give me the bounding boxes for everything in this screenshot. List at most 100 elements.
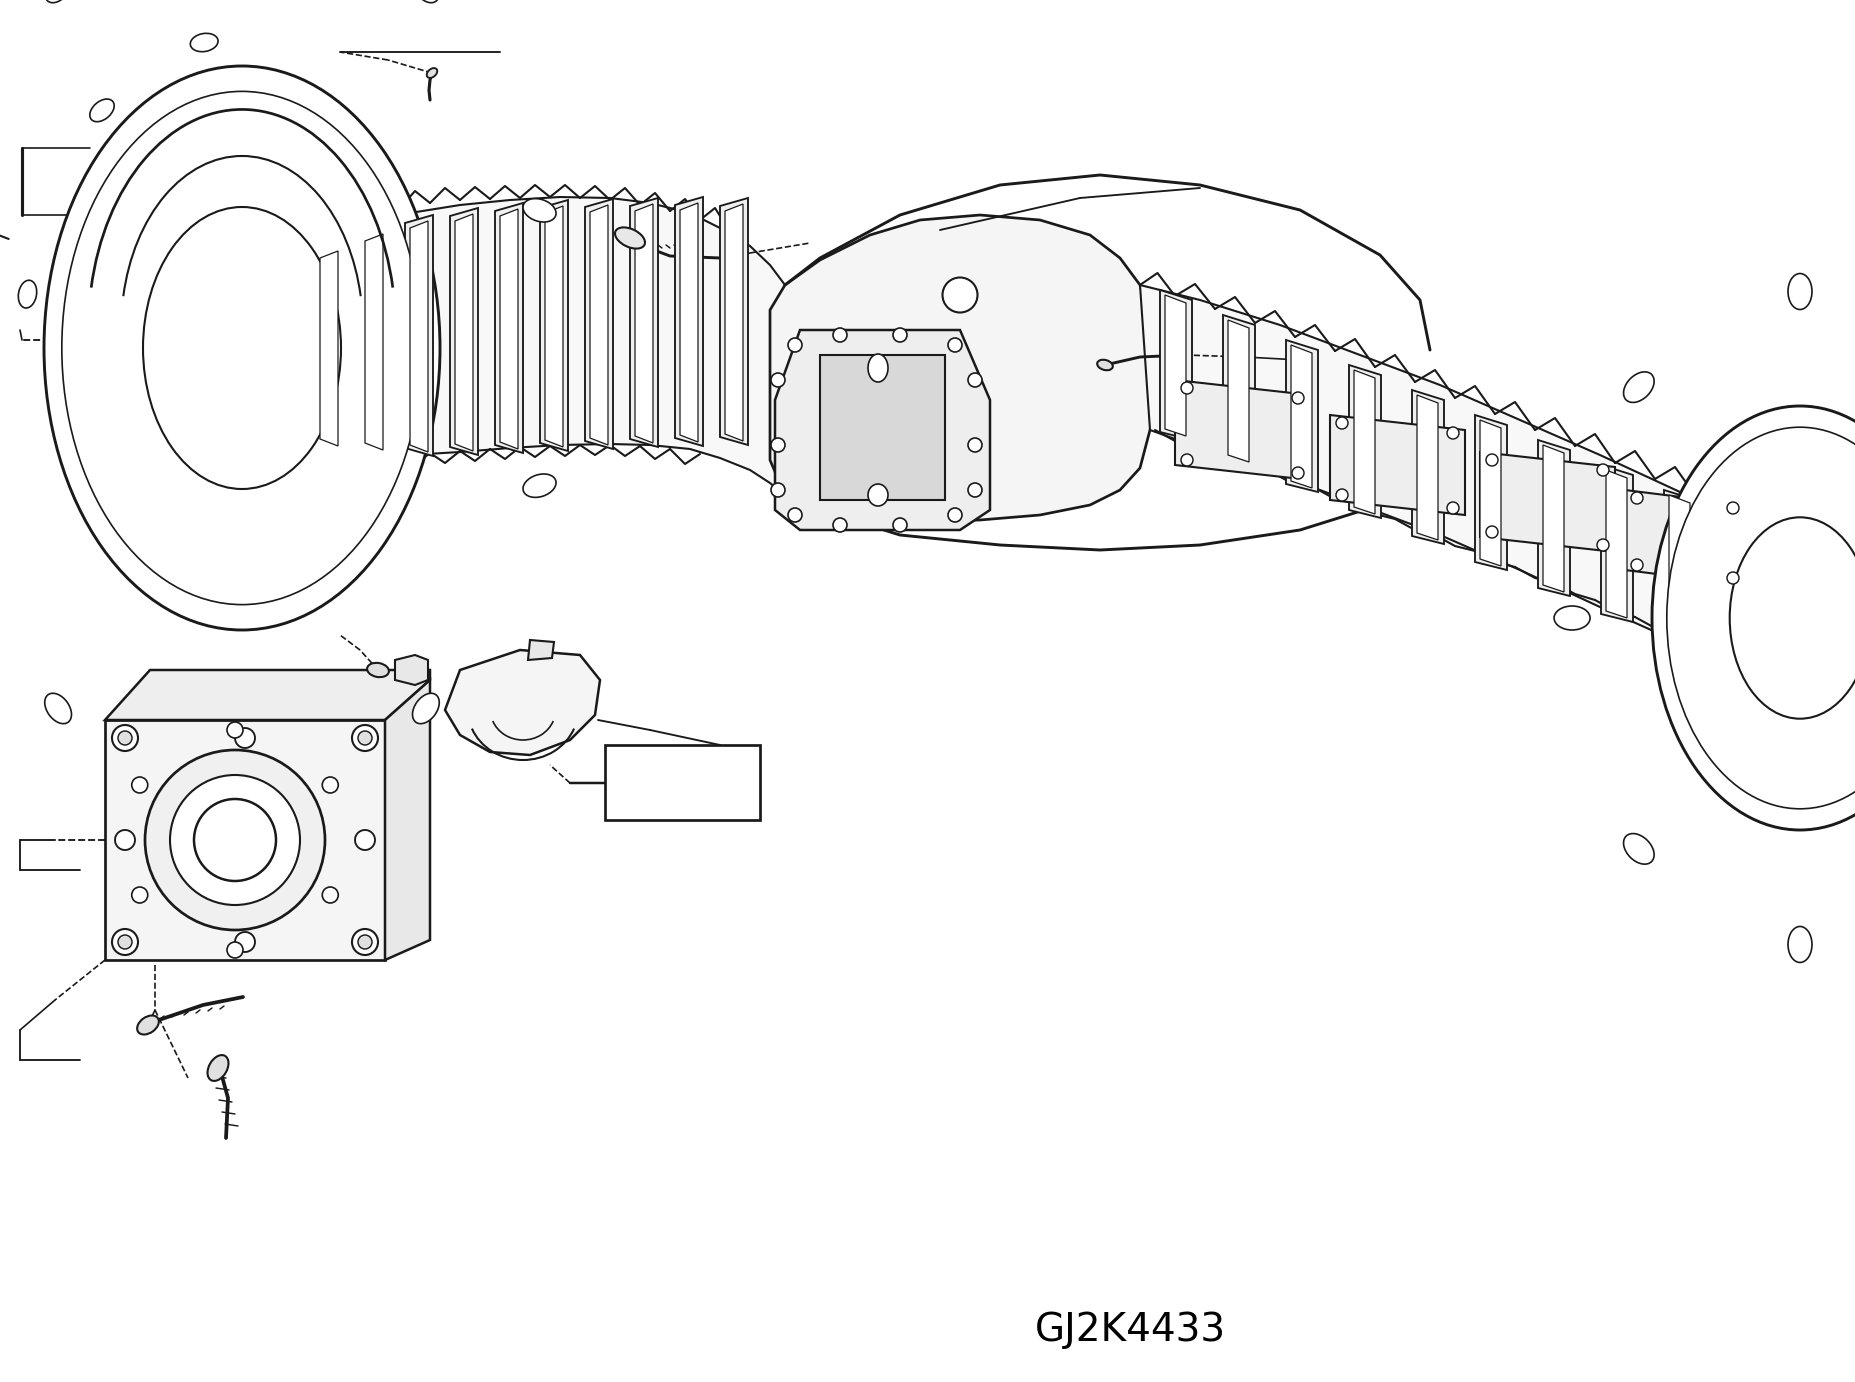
- Ellipse shape: [1623, 833, 1653, 864]
- Text: GJ2K4433: GJ2K4433: [1033, 1312, 1224, 1349]
- Ellipse shape: [523, 474, 556, 498]
- Ellipse shape: [412, 0, 440, 3]
- Polygon shape: [315, 245, 343, 451]
- Polygon shape: [445, 650, 599, 755]
- Polygon shape: [720, 198, 748, 445]
- Polygon shape: [302, 198, 785, 495]
- Circle shape: [1447, 427, 1458, 439]
- Circle shape: [1631, 492, 1642, 504]
- Ellipse shape: [89, 100, 115, 122]
- Ellipse shape: [1786, 274, 1810, 310]
- Ellipse shape: [143, 207, 341, 489]
- Ellipse shape: [226, 943, 243, 958]
- Ellipse shape: [45, 694, 72, 724]
- Polygon shape: [1349, 365, 1380, 518]
- Ellipse shape: [1786, 926, 1810, 962]
- Circle shape: [1595, 539, 1608, 551]
- Ellipse shape: [171, 775, 301, 905]
- Polygon shape: [1286, 340, 1317, 492]
- Polygon shape: [1291, 346, 1311, 488]
- Polygon shape: [1478, 452, 1614, 551]
- Circle shape: [788, 509, 801, 522]
- Ellipse shape: [412, 694, 440, 724]
- Ellipse shape: [323, 887, 338, 902]
- Polygon shape: [1354, 370, 1375, 514]
- Polygon shape: [820, 355, 944, 500]
- Ellipse shape: [115, 831, 135, 850]
- Circle shape: [1180, 381, 1193, 394]
- Ellipse shape: [942, 278, 978, 312]
- Circle shape: [1291, 392, 1304, 404]
- Polygon shape: [106, 670, 430, 720]
- Circle shape: [948, 339, 961, 352]
- Ellipse shape: [236, 931, 254, 952]
- Ellipse shape: [1096, 359, 1113, 370]
- Polygon shape: [1542, 445, 1564, 591]
- Polygon shape: [384, 680, 430, 960]
- Circle shape: [1486, 455, 1497, 466]
- Polygon shape: [360, 228, 388, 455]
- Circle shape: [968, 373, 981, 387]
- Ellipse shape: [45, 0, 72, 3]
- Ellipse shape: [111, 929, 137, 955]
- Circle shape: [770, 482, 785, 498]
- Polygon shape: [1475, 415, 1506, 569]
- Ellipse shape: [61, 91, 421, 604]
- Polygon shape: [410, 221, 429, 452]
- Circle shape: [788, 339, 801, 352]
- Polygon shape: [395, 655, 429, 685]
- Polygon shape: [584, 199, 612, 449]
- Circle shape: [1725, 502, 1738, 514]
- Polygon shape: [1601, 464, 1632, 622]
- Polygon shape: [1664, 491, 1695, 648]
- Polygon shape: [634, 205, 653, 444]
- Ellipse shape: [208, 1054, 228, 1081]
- Circle shape: [1336, 417, 1347, 428]
- Polygon shape: [449, 209, 479, 455]
- Polygon shape: [540, 200, 568, 451]
- Polygon shape: [675, 198, 703, 446]
- Circle shape: [1725, 572, 1738, 585]
- Ellipse shape: [354, 831, 375, 850]
- Ellipse shape: [868, 354, 887, 381]
- Ellipse shape: [45, 66, 440, 630]
- Circle shape: [1447, 502, 1458, 514]
- Polygon shape: [590, 205, 608, 445]
- Polygon shape: [545, 206, 562, 446]
- Ellipse shape: [1651, 406, 1855, 831]
- Ellipse shape: [19, 281, 37, 308]
- Polygon shape: [725, 205, 742, 441]
- Ellipse shape: [145, 750, 325, 930]
- Ellipse shape: [614, 228, 646, 249]
- Polygon shape: [770, 216, 1159, 522]
- Ellipse shape: [111, 726, 137, 750]
- Circle shape: [770, 438, 785, 452]
- Polygon shape: [499, 209, 518, 449]
- Ellipse shape: [1666, 427, 1855, 808]
- Circle shape: [1180, 455, 1193, 466]
- Polygon shape: [527, 640, 553, 661]
- Polygon shape: [1222, 315, 1254, 466]
- Ellipse shape: [132, 887, 148, 902]
- Ellipse shape: [226, 721, 243, 738]
- Ellipse shape: [352, 726, 378, 750]
- Polygon shape: [1668, 495, 1690, 644]
- Circle shape: [833, 518, 846, 532]
- Ellipse shape: [352, 929, 378, 955]
- Ellipse shape: [119, 936, 132, 949]
- Circle shape: [968, 482, 981, 498]
- Circle shape: [833, 328, 846, 341]
- Polygon shape: [454, 214, 473, 451]
- Polygon shape: [106, 720, 384, 960]
- Polygon shape: [1174, 380, 1310, 480]
- Ellipse shape: [523, 199, 556, 223]
- Ellipse shape: [132, 777, 148, 793]
- Circle shape: [1291, 467, 1304, 480]
- Ellipse shape: [367, 663, 390, 677]
- Ellipse shape: [868, 484, 887, 506]
- Circle shape: [770, 373, 785, 387]
- Ellipse shape: [191, 33, 217, 51]
- Circle shape: [892, 518, 907, 532]
- Polygon shape: [1165, 294, 1185, 435]
- Ellipse shape: [1729, 517, 1855, 719]
